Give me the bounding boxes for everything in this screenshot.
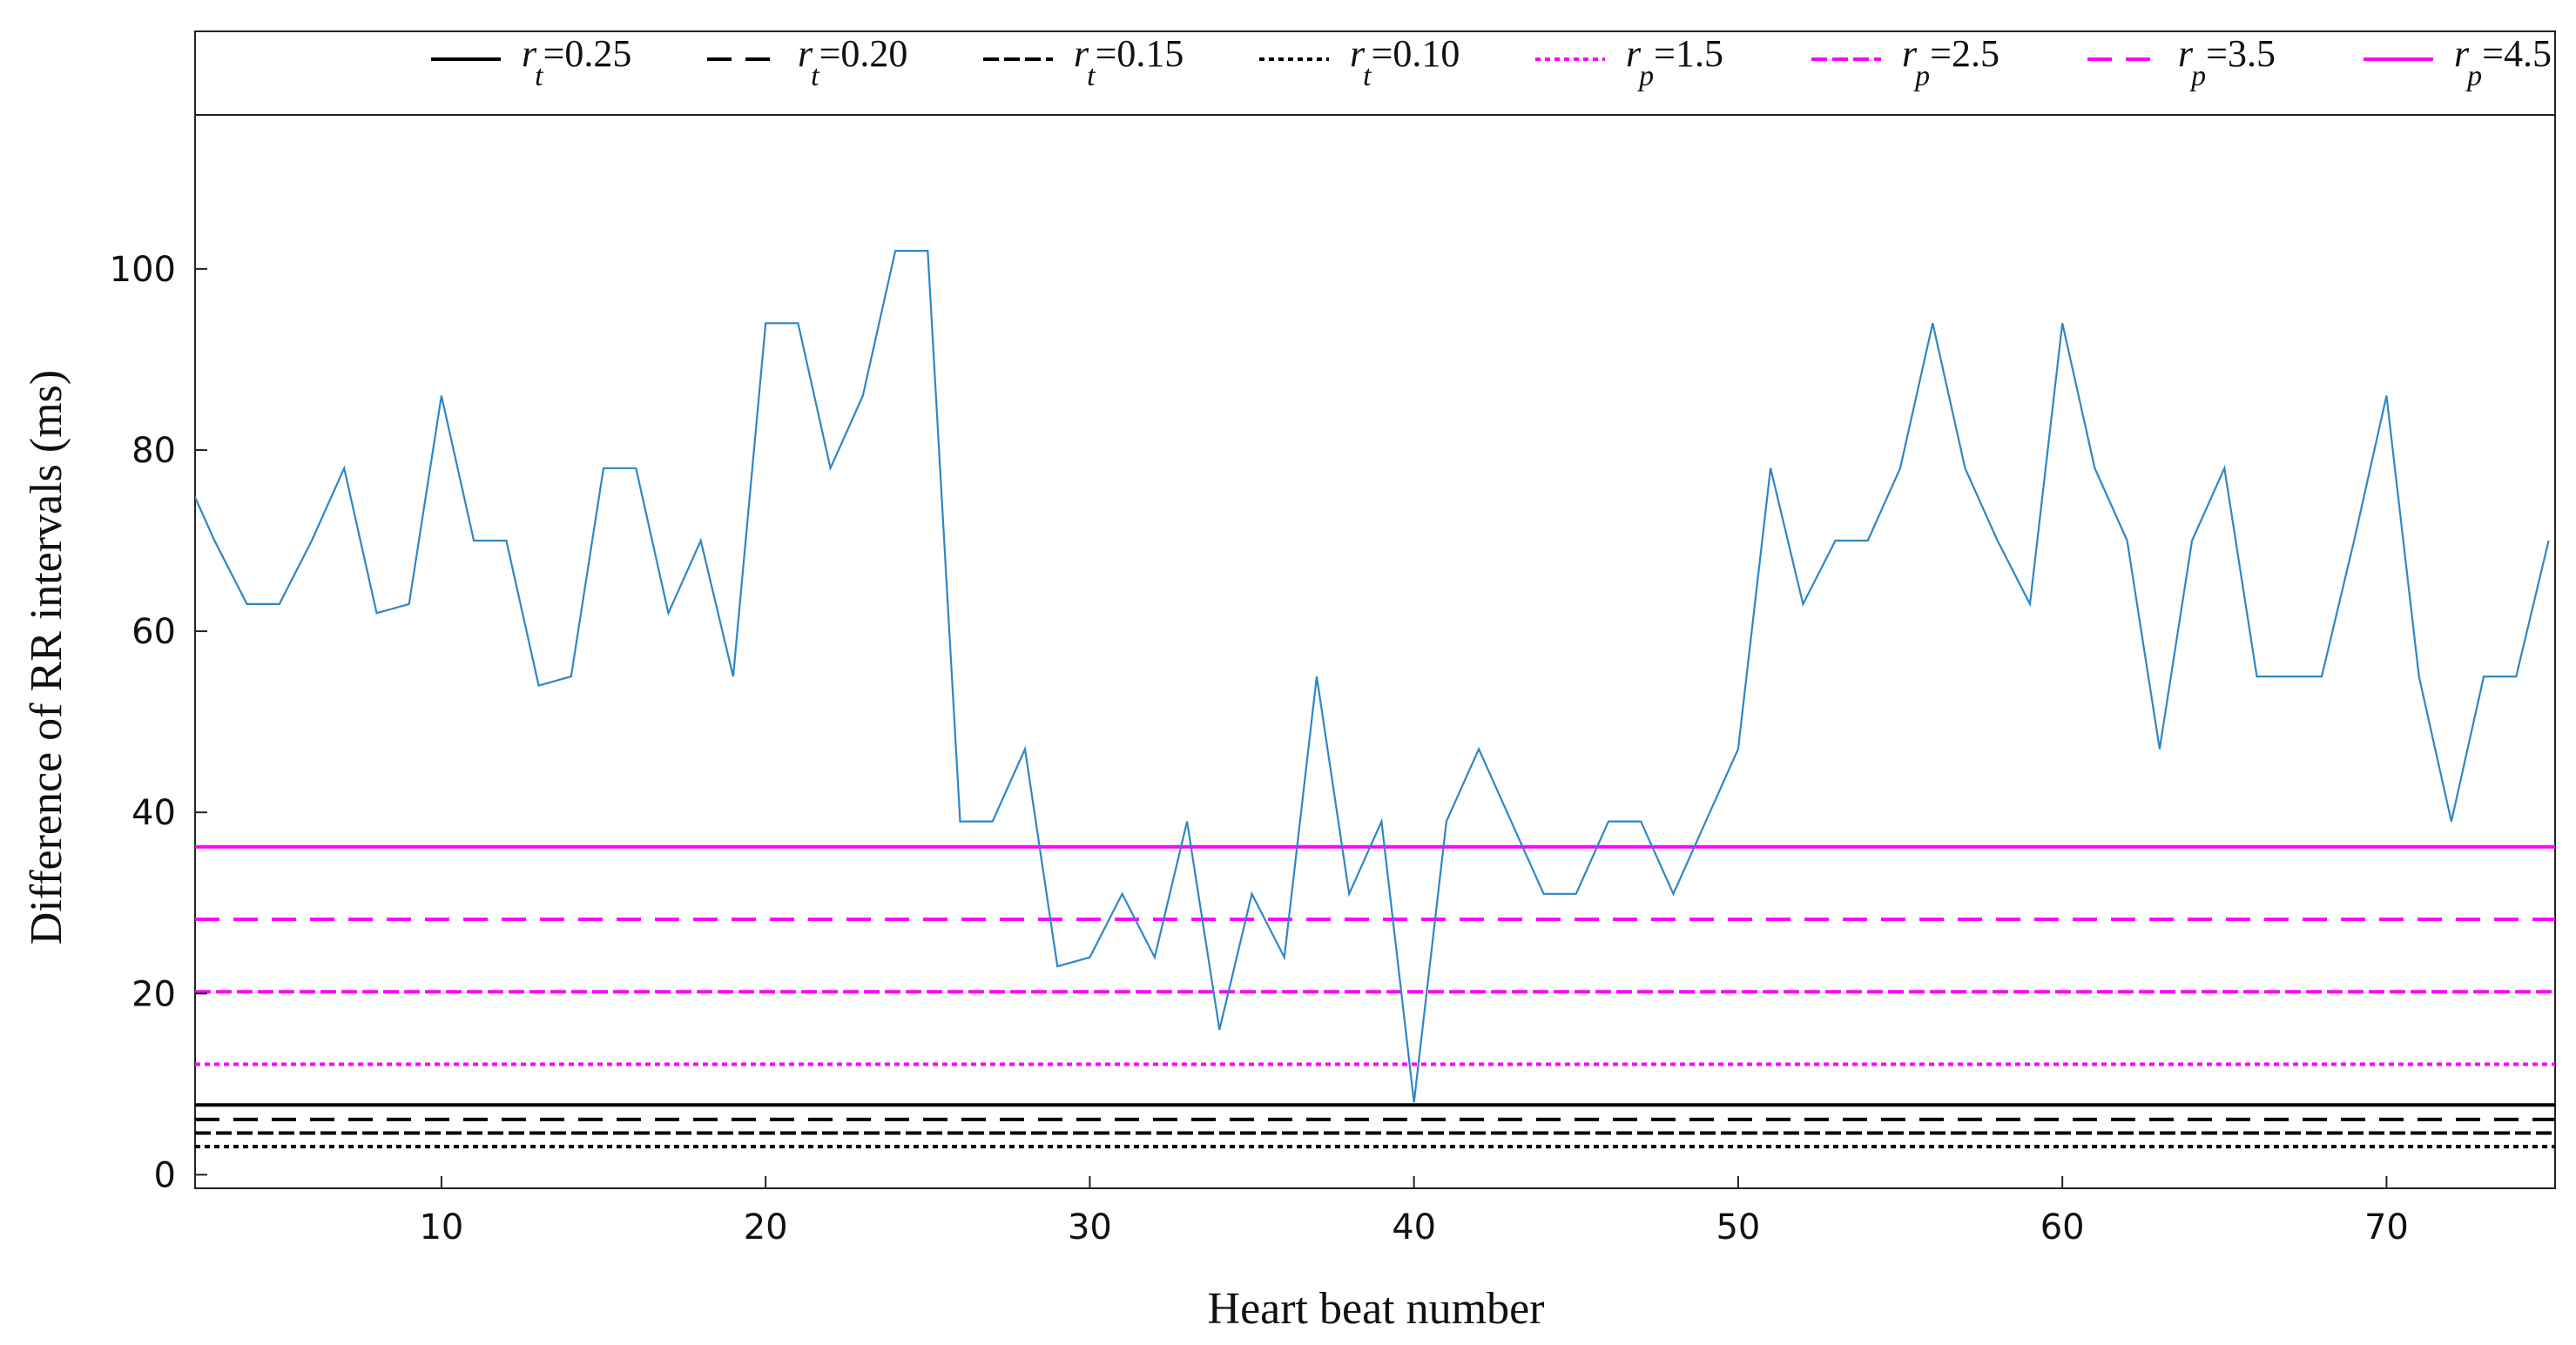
y-tick-label-20: 20 (131, 974, 176, 1014)
legend-label-4: r p=1.5 (1626, 32, 1723, 92)
legend-label-2: r t=0.15 (1074, 32, 1183, 92)
x-tick-label-20: 20 (744, 1207, 788, 1247)
x-tick-label-40: 40 (1392, 1207, 1436, 1247)
legend-label-5: r p=2.5 (1902, 32, 1999, 92)
legend-label-3: r t=0.10 (1350, 32, 1460, 92)
y-tick-label-40: 40 (131, 793, 176, 833)
x-tick-label-50: 50 (1716, 1207, 1760, 1247)
legend-label-1: r t=0.20 (798, 32, 907, 92)
y-tick-label-60: 60 (131, 612, 176, 652)
legend-box (194, 30, 2556, 116)
y-axis: 0 20 40 60 80 100 (110, 250, 207, 1195)
series-line-0 (195, 250, 2550, 1103)
legend-label-0: r t=0.25 (522, 32, 631, 92)
y-tick-label-100: 100 (110, 250, 176, 290)
x-tick-label-10: 10 (419, 1207, 463, 1247)
legend-label-7: r p=4.5 (2454, 32, 2552, 92)
y-tick-label-0: 0 (154, 1155, 176, 1195)
legend-label-6: r p=3.5 (2178, 32, 2276, 92)
legend: r t=0.25 r t=0.20 r t=0.15 r t=0.10 r p=1.5 r p=2.5… (431, 32, 2552, 92)
y-tick-label-80: 80 (131, 431, 176, 471)
x-axis: 10 20 30 40 50 60 70 (419, 1176, 2409, 1247)
threshold-lines (195, 844, 2555, 1149)
plot-frame (194, 114, 2556, 1189)
x-tick-label-60: 60 (2040, 1207, 2085, 1247)
y-axis-title: Difference of RR intervals (ms) (22, 370, 71, 945)
x-axis-title: Heart beat number (1208, 1284, 1545, 1334)
series-layer (195, 250, 2550, 1103)
x-tick-label-30: 30 (1068, 1207, 1112, 1247)
x-tick-label-70: 70 (2364, 1207, 2409, 1247)
